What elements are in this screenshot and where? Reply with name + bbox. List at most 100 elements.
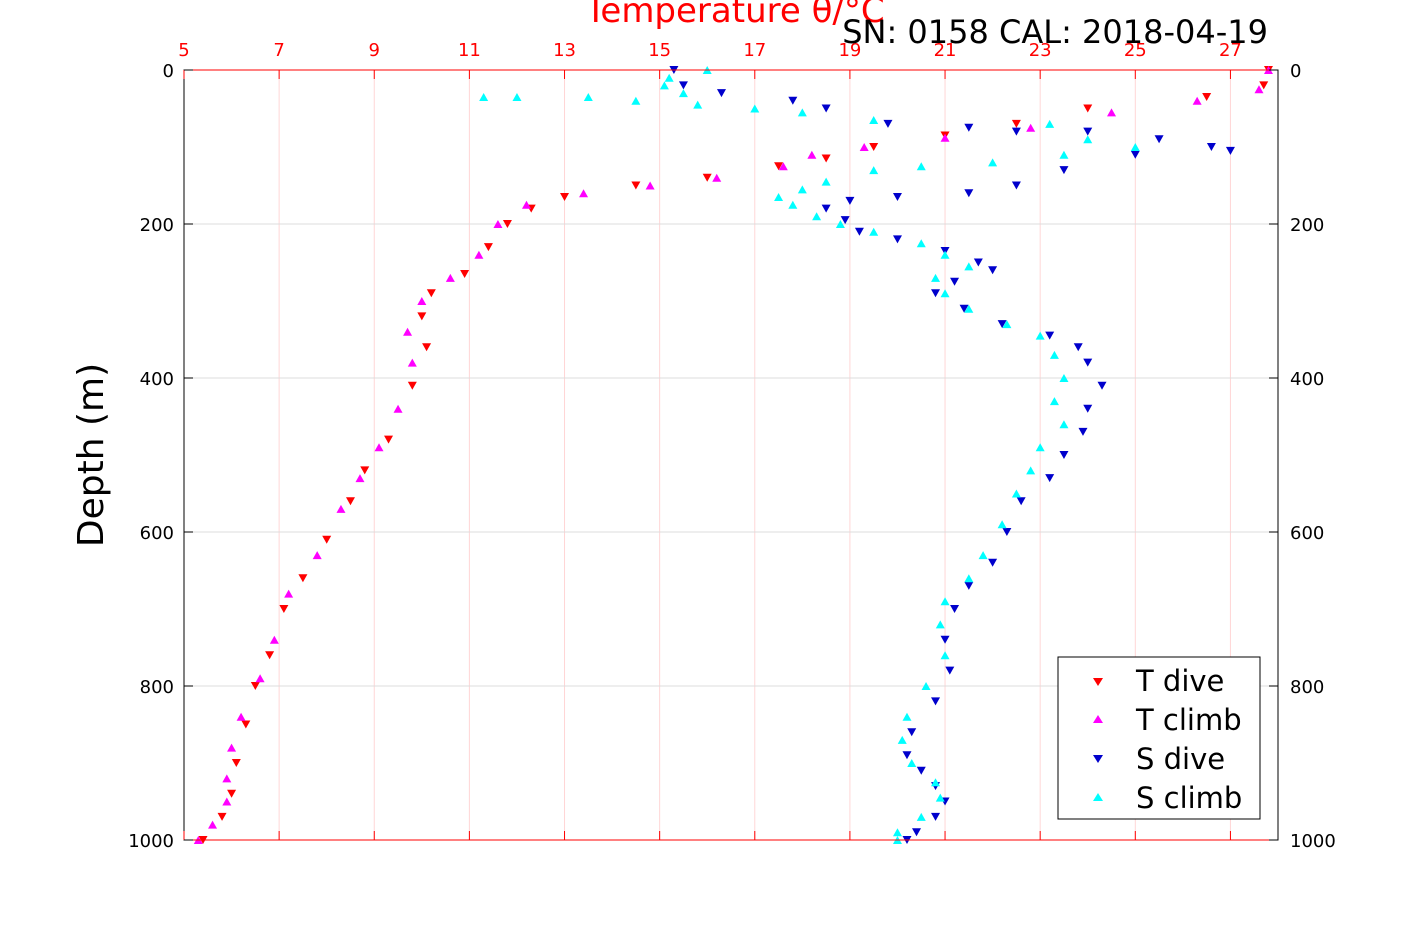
data-point — [417, 297, 427, 305]
y-tick-label-left: 400 — [140, 369, 174, 390]
data-point — [964, 304, 974, 313]
x-tick-label: 5 — [178, 40, 189, 61]
data-point — [978, 551, 988, 560]
data-point — [265, 651, 275, 660]
legend: T dive T climb S dive S climb — [1057, 656, 1261, 820]
series-s-climb — [479, 66, 1140, 844]
data-point — [964, 574, 974, 583]
data-point — [940, 635, 950, 644]
x-tick-label: 21 — [934, 40, 957, 61]
data-point — [645, 181, 655, 190]
data-point — [1059, 451, 1069, 459]
data-point — [821, 204, 831, 213]
data-point — [1016, 497, 1026, 506]
data-point — [1083, 127, 1093, 136]
data-point — [916, 239, 926, 248]
data-point — [1154, 135, 1164, 144]
data-point — [241, 720, 251, 729]
data-point — [988, 158, 998, 167]
data-point — [797, 108, 807, 117]
data-point — [393, 404, 403, 413]
data-point — [1202, 92, 1212, 101]
data-point — [407, 358, 417, 367]
data-point — [521, 200, 531, 209]
data-point — [560, 193, 570, 202]
data-point — [988, 558, 998, 567]
x-tick-label: 11 — [458, 40, 481, 61]
data-point — [788, 200, 798, 209]
data-point — [236, 712, 246, 721]
y-tick-label-right: 200 — [1290, 215, 1324, 236]
data-point — [1049, 397, 1059, 406]
data-point — [835, 220, 845, 228]
data-point — [231, 759, 241, 767]
data-point — [1083, 358, 1093, 367]
data-point — [1011, 127, 1021, 136]
x-tick-label: 7 — [273, 40, 284, 61]
data-point — [945, 666, 955, 675]
y-tick-label-left: 200 — [140, 215, 174, 236]
data-point — [208, 820, 218, 829]
data-point — [931, 697, 941, 706]
data-point — [1259, 81, 1269, 90]
data-point — [678, 89, 688, 98]
data-point — [222, 774, 232, 783]
data-point — [859, 143, 869, 151]
x-tick-label: 9 — [369, 40, 380, 61]
data-point — [940, 250, 950, 259]
data-point — [1026, 123, 1036, 132]
data-point — [407, 381, 417, 390]
data-point — [912, 828, 922, 837]
data-point — [812, 212, 822, 221]
data-point — [916, 812, 926, 821]
data-point — [964, 123, 974, 132]
legend-marker-t-climb — [1093, 715, 1103, 723]
data-point — [931, 273, 941, 282]
data-point — [1254, 85, 1264, 94]
data-point — [1059, 420, 1069, 429]
y-tick-label-right: 800 — [1290, 677, 1324, 698]
data-point — [1097, 381, 1107, 390]
y-tick-label-right: 600 — [1290, 523, 1324, 544]
data-point — [422, 343, 432, 352]
data-point — [1083, 404, 1093, 413]
data-point — [1049, 350, 1059, 359]
data-point — [774, 162, 784, 171]
data-point — [964, 189, 974, 198]
data-point — [854, 227, 864, 236]
data-point — [869, 143, 879, 151]
data-point — [417, 312, 427, 321]
data-point — [1035, 443, 1045, 452]
data-point — [1078, 427, 1088, 436]
data-point — [227, 743, 237, 752]
data-point — [892, 235, 902, 244]
data-point — [460, 270, 470, 279]
data-point — [1059, 166, 1069, 175]
data-point — [702, 173, 712, 182]
data-point — [250, 682, 260, 690]
data-point — [1206, 143, 1216, 151]
data-point — [973, 258, 983, 267]
data-point — [821, 104, 831, 113]
data-point — [631, 96, 641, 105]
data-point — [322, 535, 332, 544]
data-point — [579, 189, 589, 198]
data-point — [1083, 135, 1093, 144]
tick-layer: 5 7 9 11 13 15 17 19 21 23 25 27 0 0 200 200 400 400 600 60… — [128, 40, 1336, 852]
data-point — [774, 193, 784, 202]
chart-title: Temperature θ/°C — [584, 0, 884, 31]
data-point — [1130, 150, 1140, 159]
data-point — [1045, 119, 1055, 128]
data-point — [950, 277, 960, 286]
data-point — [217, 812, 227, 821]
data-point — [483, 243, 493, 252]
x-tick-label: 23 — [1029, 40, 1052, 61]
data-point — [931, 778, 941, 787]
data-point — [1059, 150, 1069, 159]
data-point — [821, 154, 831, 163]
data-point — [360, 466, 370, 475]
legend-marker-s-climb — [1093, 793, 1103, 801]
data-point — [935, 620, 945, 629]
data-point — [222, 797, 232, 806]
